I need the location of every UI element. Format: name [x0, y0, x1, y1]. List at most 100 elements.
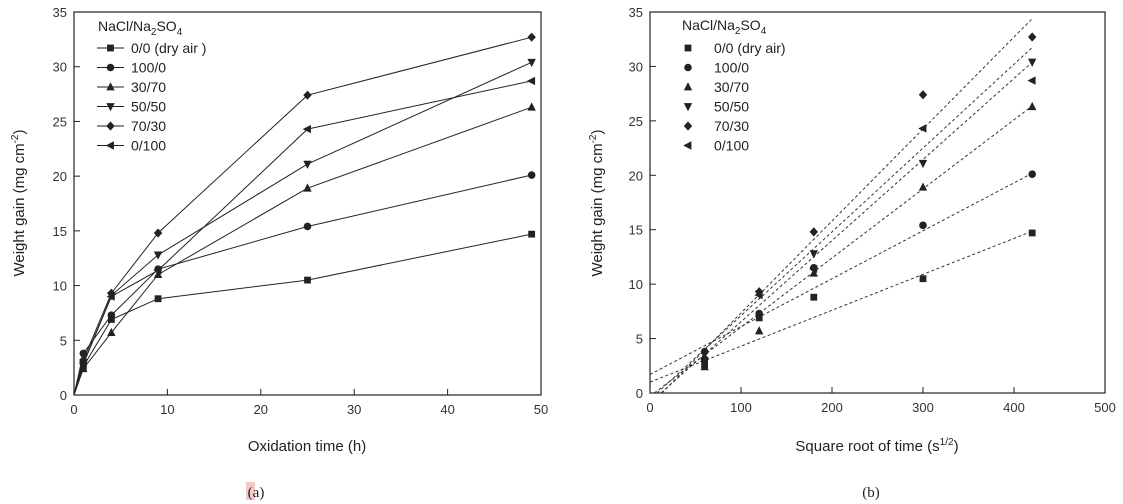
y-tick-label-a: 15 [53, 224, 67, 239]
y-tick-label-b: 5 [636, 332, 643, 347]
legend-marker-b [683, 141, 692, 150]
data-point-a [153, 251, 163, 260]
legend-marker-a [106, 103, 115, 112]
x-axis-title-b: Square root of time (s1/2) [795, 437, 958, 455]
data-point-a [107, 288, 116, 298]
ticks-layer-a: 0 10 20 30 40 50 0 5 10 15 20 25 30 35 [53, 5, 549, 417]
data-point-a [303, 183, 312, 192]
x-tick-label-a: 40 [440, 402, 454, 417]
series-line-a-4 [73, 36, 532, 396]
legend-title-a: NaCl/Na2SO4 [98, 18, 183, 38]
x-tick-label-b: 0 [646, 400, 653, 415]
data-point-b [700, 347, 709, 356]
legend-marker-a [106, 82, 115, 91]
data-point-b [699, 357, 708, 366]
legend-label-a: 0/100 [131, 138, 166, 154]
legend-marker-b [683, 82, 693, 91]
data-point-a [526, 76, 536, 86]
data-point-a [304, 276, 311, 284]
ticks-layer-b: 0 100 200 300 400 500 0 5 10 15 20 25 30 35 [629, 5, 1116, 415]
data-point-b [755, 314, 763, 322]
data-point-b [918, 182, 928, 191]
data-point-a [106, 292, 115, 301]
chart-panel-a: 0 10 20 30 40 50 0 5 10 15 20 25 30 35 Oxidation time… [10, 5, 548, 501]
data-point-b [918, 90, 928, 100]
data-point-a [527, 171, 536, 179]
fit-line-b-5 [656, 47, 1033, 394]
legend-marker-a [107, 44, 114, 52]
data-point-b [1028, 58, 1037, 67]
data-point-a [303, 222, 312, 231]
data-point-a [107, 316, 115, 323]
legend-marker-a [106, 121, 115, 131]
legend-label-b: 30/70 [714, 79, 749, 95]
legend-a: 0/0 (dry air ) 100/0 30/70 50/50 70/30 0/100 [97, 40, 206, 154]
data-point-a [527, 32, 536, 42]
data-point-a [154, 295, 162, 303]
legend-marker-a [106, 63, 115, 72]
y-tick-label-a: 5 [60, 333, 67, 348]
series-line-a-5 [73, 80, 532, 396]
x-tick-label-b: 300 [912, 400, 934, 415]
y-tick-label-a: 0 [60, 388, 67, 403]
x-tick-label-a: 0 [70, 402, 77, 417]
legend-marker-b [683, 103, 693, 112]
data-point-a [527, 58, 536, 68]
legend-b: 0/0 (dry air) 100/0 30/70 50/50 70/30 0/100 [683, 40, 786, 154]
series-line-a-1 [73, 174, 532, 396]
data-point-b [809, 227, 818, 237]
x-tick-label-b: 500 [1094, 400, 1116, 415]
legend-label-a: 0/0 (dry air ) [131, 40, 206, 56]
data-point-b [810, 293, 818, 301]
chart-panel-b: 0 100 200 300 400 500 0 5 10 15 20 25 30 35 Square ro… [588, 5, 1116, 501]
data-point-b [918, 124, 927, 133]
data-point-a [527, 102, 536, 111]
data-point-a [153, 269, 163, 279]
legend-marker-b [684, 63, 692, 72]
x-axis-title-a: Oxidation time (h) [248, 438, 366, 455]
y-tick-label-a: 35 [53, 5, 67, 20]
y-tick-label-a: 25 [53, 114, 67, 129]
legend-label-a: 50/50 [131, 99, 166, 115]
plot-frame-b [649, 11, 1106, 394]
data-point-b [919, 275, 927, 283]
series-line-a-2 [73, 106, 532, 396]
data-point-b [1028, 170, 1036, 178]
legend-label-b: 50/50 [714, 99, 749, 115]
plot-frame-a [73, 11, 542, 396]
data-point-b [1028, 32, 1037, 42]
y-tick-label-b: 0 [636, 386, 643, 401]
data-point-b [755, 309, 763, 318]
data-point-a [107, 311, 116, 319]
y-tick-label-b: 10 [629, 277, 643, 292]
x-tick-label-b: 400 [1003, 400, 1025, 415]
data-point-b [754, 290, 763, 300]
panel-label-highlight [246, 482, 255, 500]
panel-label-b: (b) [862, 485, 880, 501]
legend-title-b: NaCl/Na2SO4 [682, 17, 767, 37]
series-line-a-0 [73, 233, 532, 396]
data-point-a [78, 359, 87, 368]
data-point-b [809, 264, 818, 274]
data-point-a [302, 124, 311, 134]
x-tick-label-a: 10 [160, 402, 174, 417]
legend-label-b: 0/100 [714, 138, 749, 154]
data-point-b [918, 159, 928, 169]
data-point-b [1028, 101, 1037, 111]
x-tick-label-b: 100 [730, 400, 752, 415]
y-tick-label-b: 35 [629, 5, 643, 20]
x-tick-label-a: 30 [347, 402, 361, 417]
data-point-a [153, 266, 162, 275]
x-tick-label-a: 50 [534, 402, 548, 417]
data-point-a [303, 160, 312, 169]
legend-label-a: 70/30 [131, 118, 166, 134]
y-tick-label-a: 30 [53, 60, 67, 75]
data-point-a [153, 228, 163, 238]
data-point-b [755, 326, 764, 335]
series-layer-b [699, 32, 1037, 371]
legend-marker-b [684, 44, 692, 52]
y-axis-title-a: Weight gain (mg cm-2) [10, 129, 28, 276]
y-axis-title-b: Weight gain (mg cm-2) [588, 129, 606, 276]
data-point-a [303, 90, 312, 100]
y-tick-label-b: 25 [629, 114, 643, 129]
